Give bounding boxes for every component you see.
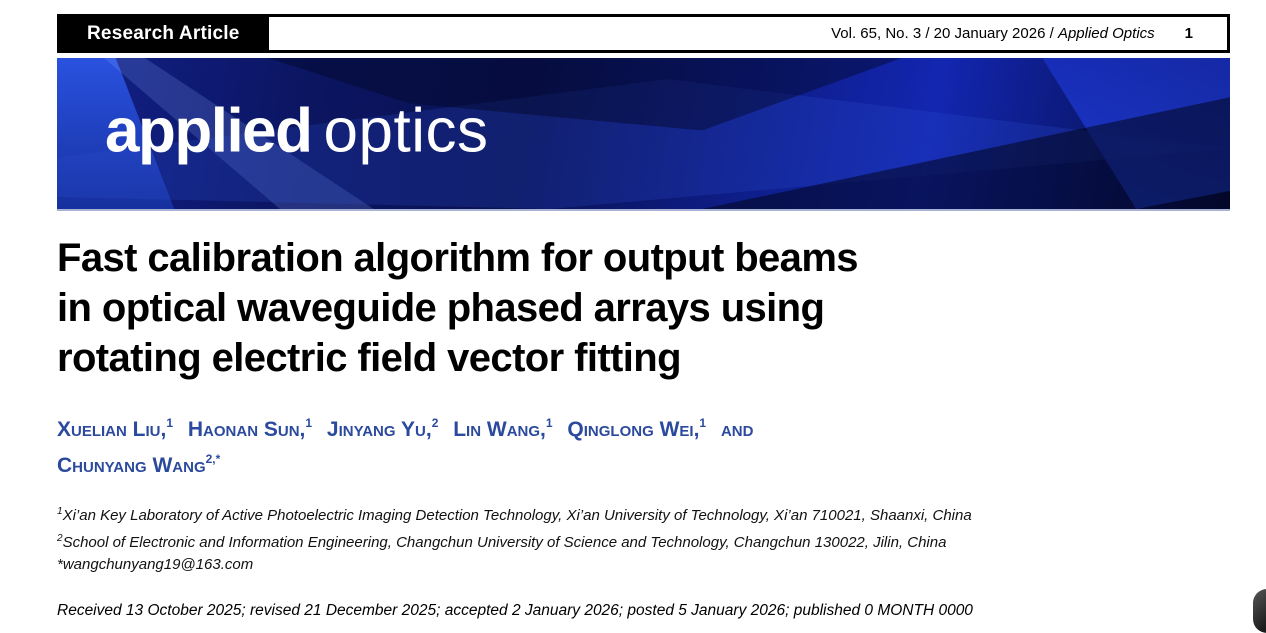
article-first-page: Research Article Vol. 65, No. 3 / 20 Jan… xyxy=(57,14,1230,620)
logo-word-applied: applied xyxy=(105,96,313,166)
author-name: Lin Wang,1 xyxy=(453,416,553,441)
dates-line: Received 13 October 2025; revised 21 Dec… xyxy=(57,601,973,619)
corresponding-email: *wangchunyang19@163.com xyxy=(57,556,254,573)
author-name: Haonan Sun,1 xyxy=(187,416,313,441)
affiliation: 2School of Electronic and Information En… xyxy=(57,532,947,551)
page-number: 1 xyxy=(1184,25,1193,42)
and-label: and xyxy=(720,418,754,441)
issue-area: Vol. 65, No. 3 / 20 January 2026 / Appli… xyxy=(269,17,1227,50)
author-name: Chunyang Wang2,* xyxy=(57,452,221,477)
journal-banner: applied optics xyxy=(57,58,1230,211)
author-superscript: 1 xyxy=(545,416,553,430)
affiliation-superscript: 2 xyxy=(57,532,63,544)
affiliation: 1Xi’an Key Laboratory of Active Photoele… xyxy=(57,506,972,524)
corner-widget[interactable] xyxy=(1253,589,1266,633)
author-superscript: 1 xyxy=(166,416,174,430)
logo-word-optics: optics xyxy=(323,96,489,166)
title-line: Fast calibration algorithm for output be… xyxy=(57,236,859,280)
author-name: Qinglong Wei,1 xyxy=(567,416,707,441)
author-superscript: 1 xyxy=(699,416,707,430)
author-list: Xuelian Liu,1 Haonan Sun,1 Jinyang Yu,2 … xyxy=(57,409,1230,481)
issue-info-text: Vol. 65, No. 3 / 20 January 2026 / xyxy=(831,25,1058,42)
author-superscript: 1 xyxy=(305,416,313,430)
author-name: Xuelian Liu,1 xyxy=(57,416,174,441)
issue-info: Vol. 65, No. 3 / 20 January 2026 / Appli… xyxy=(831,25,1155,42)
affiliation-block: 1Xi’an Key Laboratory of Active Photoele… xyxy=(57,501,1230,577)
applied-optics-logo: applied optics xyxy=(105,100,489,162)
journal-name: Applied Optics xyxy=(1057,25,1155,42)
author-name: Jinyang Yu,2 xyxy=(326,416,439,441)
title-line: in optical waveguide phased arrays using xyxy=(57,286,825,330)
author-superscript: 2 xyxy=(431,416,439,430)
article-title: Fast calibration algorithm for output be… xyxy=(57,233,1230,383)
author-superscript: 2,* xyxy=(205,452,221,466)
title-line: rotating electric field vector fitting xyxy=(57,336,682,380)
journal-header-bar: Research Article Vol. 65, No. 3 / 20 Jan… xyxy=(57,14,1230,53)
research-article-badge: Research Article xyxy=(60,17,270,50)
affiliation-superscript: 1 xyxy=(57,506,63,517)
